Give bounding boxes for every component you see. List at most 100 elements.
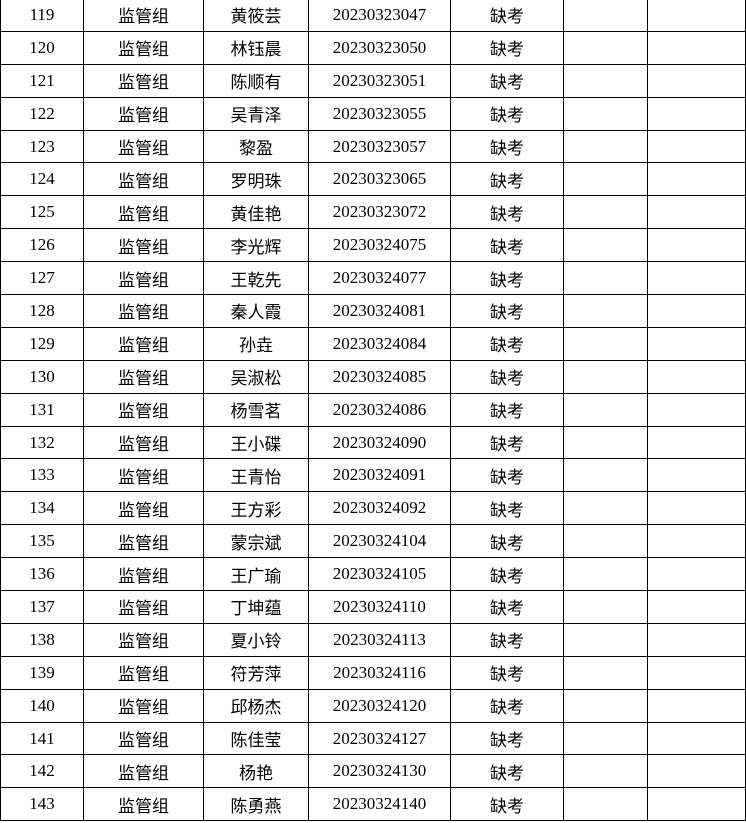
group-cell: 监管组 (83, 129, 204, 164)
row-number: 126 (0, 228, 84, 263)
table-row: 141 监管组 陈佳莹 20230324127 缺考 (0, 721, 746, 756)
row-number: 134 (0, 491, 84, 526)
row-number: 124 (0, 162, 84, 197)
name-cell: 杨艳 (203, 754, 309, 789)
row-number: 138 (0, 622, 84, 657)
table-row: 127 监管组 王乾先 20230324077 缺考 (0, 261, 746, 296)
empty-cell (563, 359, 648, 394)
row-number: 130 (0, 359, 84, 394)
empty-cell (647, 228, 746, 263)
group-cell: 监管组 (83, 491, 204, 526)
name-cell: 邱杨杰 (203, 688, 309, 723)
exam-id-cell: 20230324127 (308, 721, 451, 756)
name-cell: 陈佳莹 (203, 721, 309, 756)
exam-id-cell: 20230323050 (308, 30, 451, 65)
exam-id-cell: 20230323065 (308, 162, 451, 197)
empty-cell (647, 359, 746, 394)
status-cell: 缺考 (450, 63, 564, 98)
status-cell: 缺考 (450, 228, 564, 263)
empty-cell (647, 96, 746, 131)
status-cell: 缺考 (450, 787, 564, 822)
empty-cell (647, 622, 746, 657)
exam-id-cell: 20230324091 (308, 458, 451, 493)
status-cell: 缺考 (450, 425, 564, 460)
status-cell: 缺考 (450, 458, 564, 493)
row-number: 122 (0, 96, 84, 131)
exam-id-cell: 20230324130 (308, 754, 451, 789)
group-cell: 监管组 (83, 96, 204, 131)
status-cell: 缺考 (450, 0, 564, 32)
status-cell: 缺考 (450, 294, 564, 328)
group-cell: 监管组 (83, 590, 204, 624)
row-number: 128 (0, 294, 84, 328)
exam-id-cell: 20230324077 (308, 261, 451, 296)
group-cell: 监管组 (83, 0, 204, 32)
table-row: 122 监管组 吴青泽 20230323055 缺考 (0, 96, 746, 131)
empty-cell (647, 392, 746, 427)
table-row: 139 监管组 符芳萍 20230324116 缺考 (0, 655, 746, 690)
empty-cell (563, 524, 648, 559)
name-cell: 王方彩 (203, 491, 309, 526)
empty-cell (563, 557, 648, 592)
name-cell: 李光辉 (203, 228, 309, 263)
row-number: 142 (0, 754, 84, 789)
status-cell: 缺考 (450, 162, 564, 197)
row-number: 141 (0, 721, 84, 756)
table-row: 128 监管组 秦人霞 20230324081 缺考 (0, 294, 746, 328)
row-number: 132 (0, 425, 84, 460)
empty-cell (647, 0, 746, 32)
empty-cell (647, 30, 746, 65)
empty-cell (647, 655, 746, 690)
empty-cell (647, 162, 746, 197)
empty-cell (647, 557, 746, 592)
exam-id-cell: 20230323072 (308, 195, 451, 230)
table-row: 143 监管组 陈勇燕 20230324140 缺考 (0, 787, 746, 822)
empty-cell (647, 425, 746, 460)
row-number: 136 (0, 557, 84, 592)
group-cell: 监管组 (83, 63, 204, 98)
empty-cell (563, 458, 648, 493)
status-cell: 缺考 (450, 392, 564, 427)
row-number: 143 (0, 787, 84, 822)
table-row: 121 监管组 陈顺有 20230323051 缺考 (0, 63, 746, 98)
status-cell: 缺考 (450, 590, 564, 624)
group-cell: 监管组 (83, 30, 204, 65)
name-cell: 王青怡 (203, 458, 309, 493)
group-cell: 监管组 (83, 688, 204, 723)
status-cell: 缺考 (450, 491, 564, 526)
empty-cell (647, 63, 746, 98)
status-cell: 缺考 (450, 195, 564, 230)
table-row: 120 监管组 林钰晨 20230323050 缺考 (0, 30, 746, 65)
table-row: 129 监管组 孙垚 20230324084 缺考 (0, 326, 746, 361)
group-cell: 监管组 (83, 228, 204, 263)
group-cell: 监管组 (83, 326, 204, 361)
status-cell: 缺考 (450, 261, 564, 296)
name-cell: 王广瑜 (203, 557, 309, 592)
table-row: 135 监管组 蒙宗斌 20230324104 缺考 (0, 524, 746, 559)
row-number: 140 (0, 688, 84, 723)
exam-id-cell: 20230324090 (308, 425, 451, 460)
status-cell: 缺考 (450, 96, 564, 131)
status-cell: 缺考 (450, 754, 564, 789)
exam-id-cell: 20230324105 (308, 557, 451, 592)
name-cell: 丁坤蕴 (203, 590, 309, 624)
exam-id-cell: 20230323057 (308, 129, 451, 164)
empty-cell (647, 195, 746, 230)
status-cell: 缺考 (450, 30, 564, 65)
empty-cell (647, 590, 746, 624)
group-cell: 监管组 (83, 392, 204, 427)
name-cell: 黎盈 (203, 129, 309, 164)
name-cell: 陈顺有 (203, 63, 309, 98)
exam-id-cell: 20230324140 (308, 787, 451, 822)
empty-cell (563, 96, 648, 131)
status-cell: 缺考 (450, 359, 564, 394)
name-cell: 林钰晨 (203, 30, 309, 65)
name-cell: 秦人霞 (203, 294, 309, 328)
name-cell: 黄佳艳 (203, 195, 309, 230)
empty-cell (647, 491, 746, 526)
row-number: 131 (0, 392, 84, 427)
empty-cell (647, 721, 746, 756)
exam-id-cell: 20230324086 (308, 392, 451, 427)
